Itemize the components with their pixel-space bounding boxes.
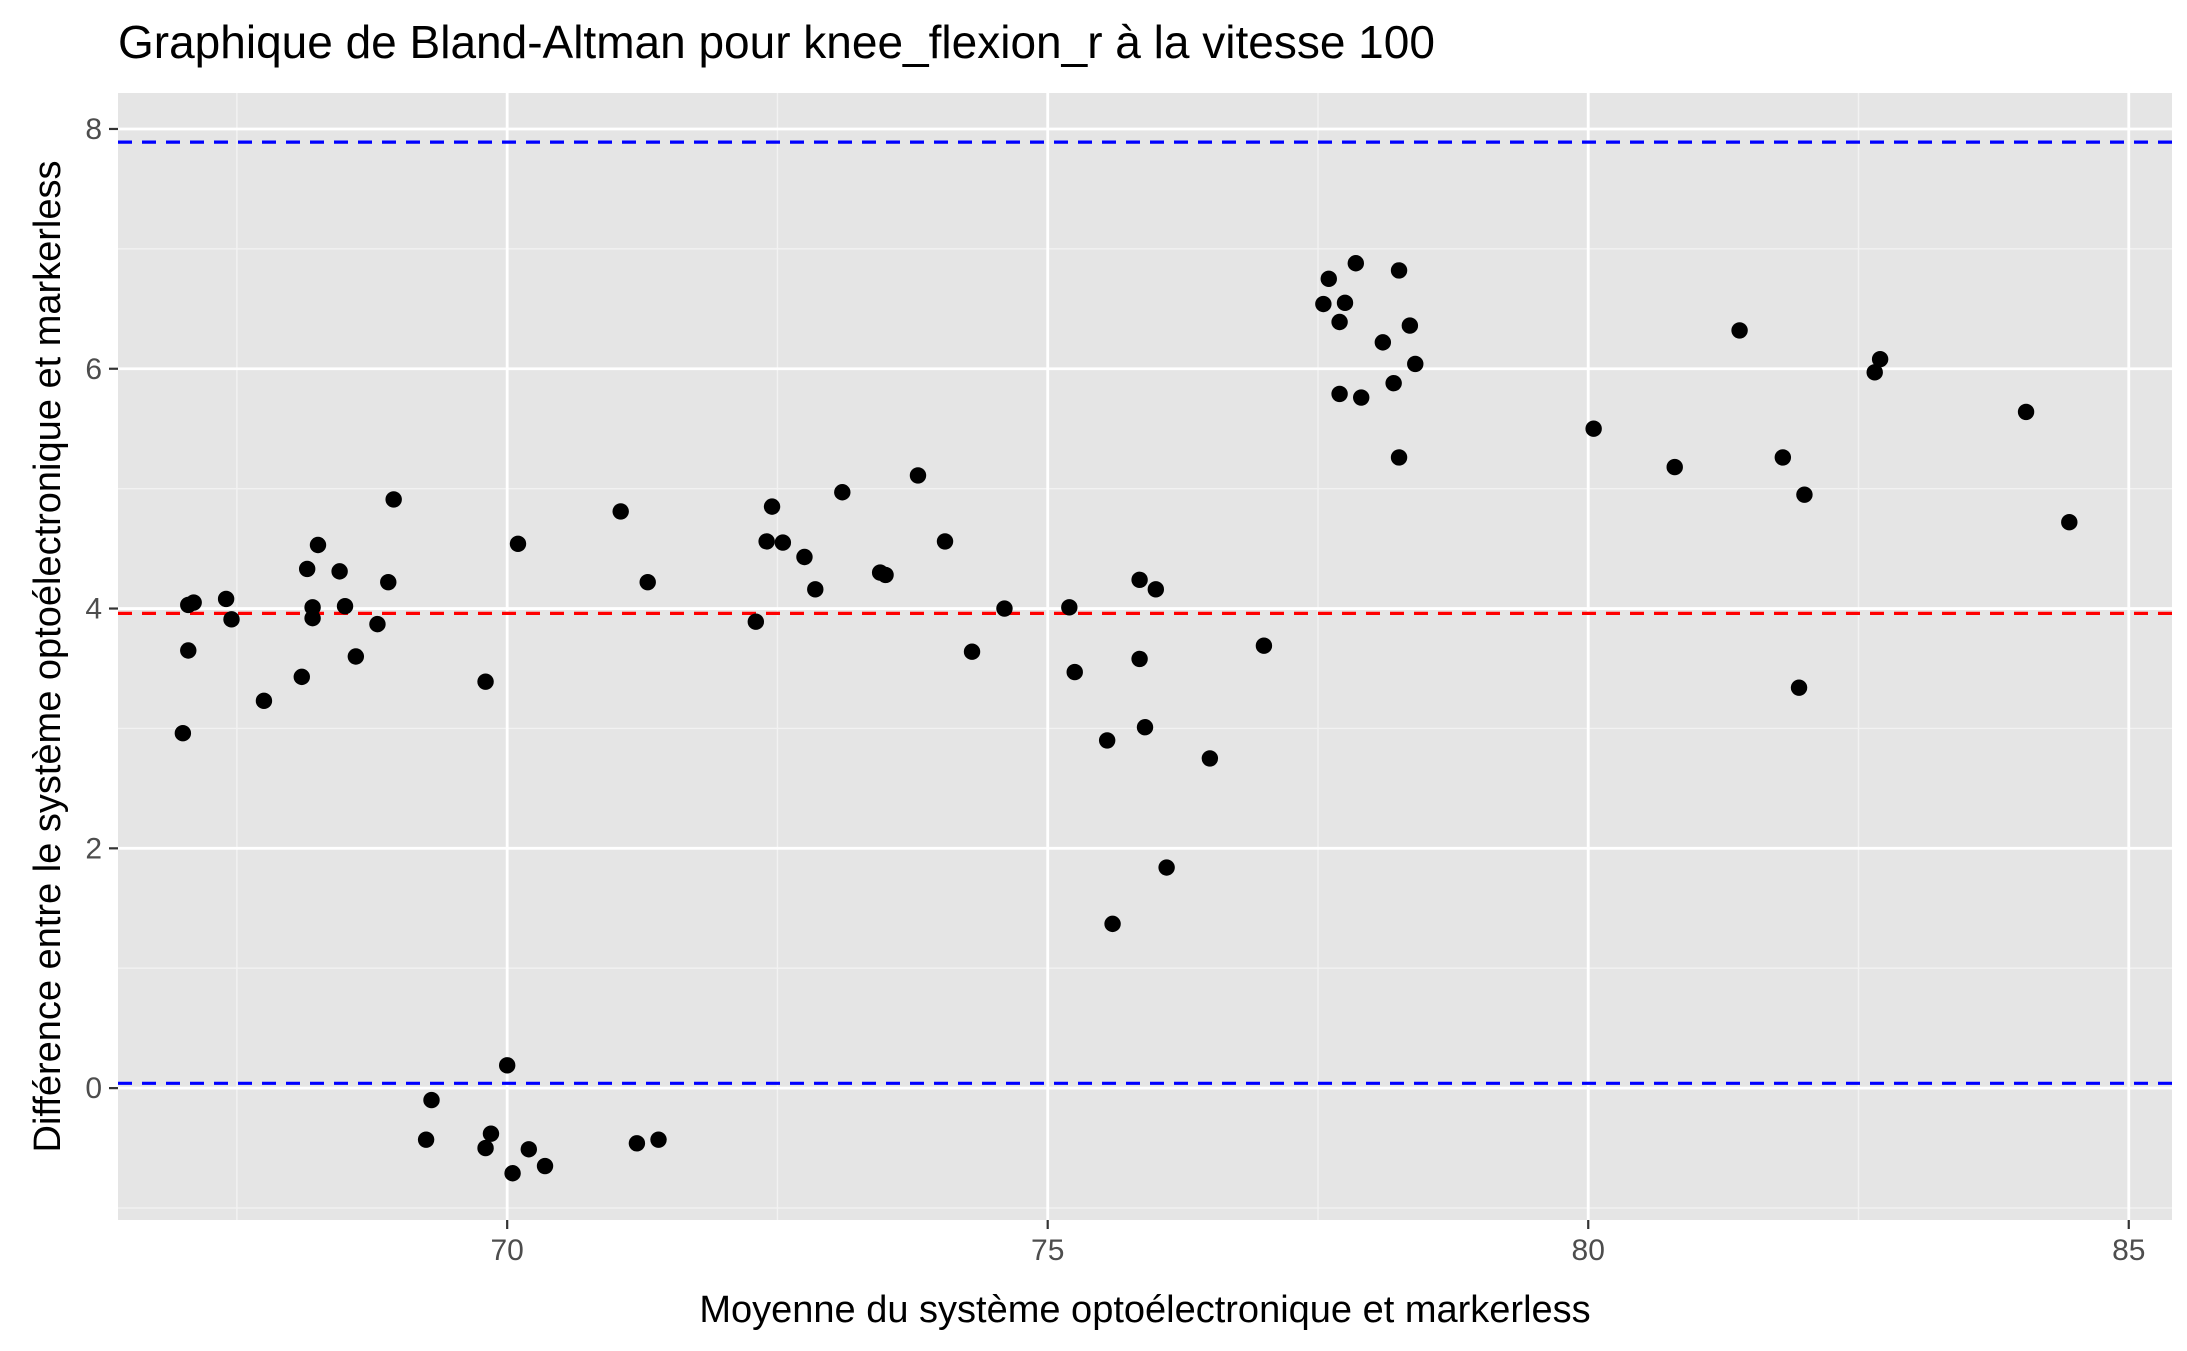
data-point (347, 648, 365, 665)
data-point (834, 484, 851, 501)
y-axis: 0 2 4 6 8 (85, 113, 118, 1105)
data-point (796, 548, 813, 566)
y-tick-label: 4 (85, 593, 102, 626)
data-point (1336, 294, 1354, 312)
data-point (1871, 350, 1889, 368)
data-point (807, 581, 824, 598)
data-point (385, 491, 402, 508)
data-point (298, 560, 316, 578)
data-point (1201, 750, 1219, 767)
data-point (909, 467, 927, 484)
data-point (331, 563, 348, 580)
reference-lines (118, 140, 2172, 1085)
data-point (2061, 514, 2078, 531)
data-point (1320, 270, 1337, 288)
x-tick-label: 85 (2112, 1234, 2145, 1267)
data-point (482, 1125, 500, 1142)
data-point (1158, 859, 1175, 876)
y-tick-label: 0 (85, 1072, 102, 1105)
data-point (1147, 581, 1165, 598)
data-point (509, 535, 527, 552)
data-point (185, 594, 202, 611)
major-gridlines (118, 93, 2172, 1220)
data-point (628, 1135, 646, 1152)
data-points (174, 255, 2078, 1182)
data-point (1731, 322, 1748, 339)
data-point (1331, 385, 1348, 403)
data-point (1666, 458, 1683, 476)
data-point (504, 1165, 521, 1182)
data-point (423, 1091, 440, 1109)
data-point (498, 1057, 516, 1074)
data-point (1774, 449, 1792, 466)
data-point (309, 536, 327, 554)
data-point (293, 668, 310, 686)
data-point (369, 615, 386, 633)
data-point (1385, 374, 1402, 392)
y-axis-title: Différence entre le système optoélectron… (27, 160, 69, 1152)
data-point (217, 590, 235, 608)
y-tick-label: 8 (85, 113, 102, 146)
data-point (536, 1157, 554, 1175)
data-point (477, 673, 494, 690)
data-point (1585, 420, 1602, 437)
data-point (174, 725, 192, 742)
data-point (1790, 679, 1808, 696)
data-point (758, 533, 775, 550)
data-point (747, 613, 765, 630)
y-tick-label: 2 (85, 832, 102, 865)
data-point (520, 1141, 537, 1158)
data-point (936, 533, 954, 550)
data-point (1407, 355, 1424, 373)
x-axis-title: Moyenne du système optoélectronique et m… (699, 1289, 1590, 1331)
data-point (1401, 317, 1419, 334)
data-point (1131, 571, 1148, 588)
data-point (774, 534, 792, 551)
x-tick-label: 80 (1572, 1234, 1605, 1267)
data-point (650, 1131, 667, 1148)
data-point (180, 642, 197, 659)
data-point (1315, 295, 1332, 313)
x-tick-label: 75 (1031, 1234, 1064, 1267)
data-point (612, 503, 629, 520)
data-point (1331, 313, 1348, 331)
data-point (963, 643, 981, 660)
data-point (1066, 663, 1083, 681)
data-point (1131, 650, 1148, 668)
data-point (304, 609, 321, 627)
data-point (1347, 255, 1365, 272)
minor-gridlines (118, 93, 2172, 1220)
data-point (639, 573, 656, 591)
x-tick-label: 70 (490, 1234, 523, 1267)
data-point (2017, 403, 2035, 421)
data-point (763, 498, 781, 515)
data-point (877, 566, 894, 584)
data-point (255, 692, 273, 710)
data-point (1390, 262, 1408, 279)
data-point (1136, 719, 1154, 736)
x-axis: 70 75 80 85 (490, 1220, 2145, 1267)
data-point (1098, 732, 1116, 749)
data-point (1353, 389, 1370, 406)
y-tick-label: 6 (85, 353, 102, 386)
data-point (1104, 915, 1121, 933)
data-point (1374, 334, 1392, 351)
data-point (1796, 486, 1813, 503)
data-point (380, 573, 397, 591)
chart-title: Graphique de Bland-Altman pour knee_flex… (118, 16, 1435, 68)
data-point (1061, 599, 1078, 616)
data-point (1390, 449, 1408, 466)
data-point (417, 1131, 435, 1148)
data-point (1866, 364, 1883, 381)
data-point (477, 1139, 494, 1157)
data-point (1255, 637, 1273, 654)
data-point (996, 600, 1013, 617)
data-point (336, 597, 354, 615)
data-point (223, 611, 240, 628)
